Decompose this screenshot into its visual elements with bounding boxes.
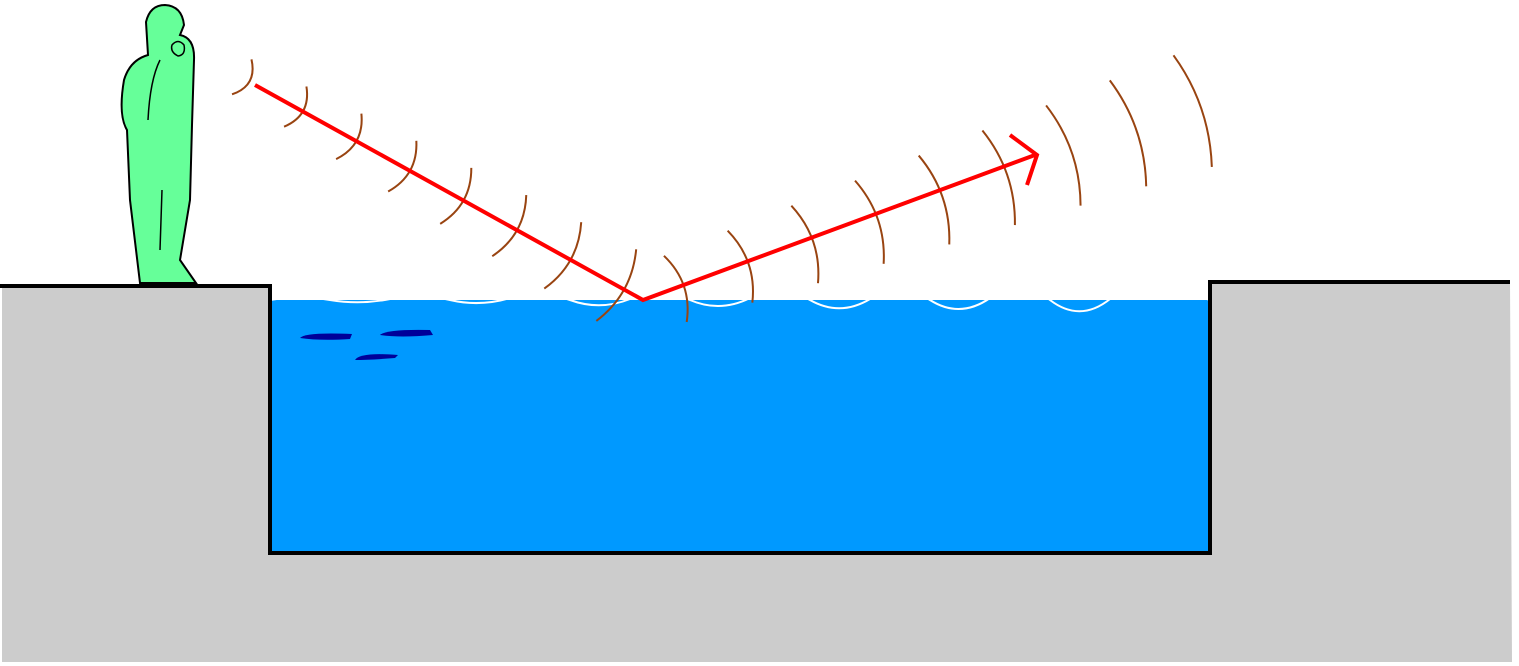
wave-arc (854, 179, 885, 264)
wave-arc (917, 154, 951, 245)
wave-arc (1108, 79, 1148, 187)
wave-arc (231, 59, 254, 96)
wave-arc (1172, 54, 1213, 167)
pool-outline (0, 280, 1510, 555)
person (120, 3, 198, 284)
water (270, 300, 1210, 553)
wave-arc (981, 129, 1016, 226)
ripple (355, 354, 398, 360)
sound-ray (254, 83, 1036, 303)
wave-arc (790, 204, 820, 284)
arrow-head (1008, 133, 1040, 186)
ripple (380, 329, 433, 337)
water-surface (269, 286, 1211, 313)
wave-arc (726, 230, 754, 303)
wave-arc (1045, 104, 1082, 206)
ripple (300, 333, 352, 340)
ground (2, 282, 1512, 662)
person-detail (147, 40, 186, 251)
